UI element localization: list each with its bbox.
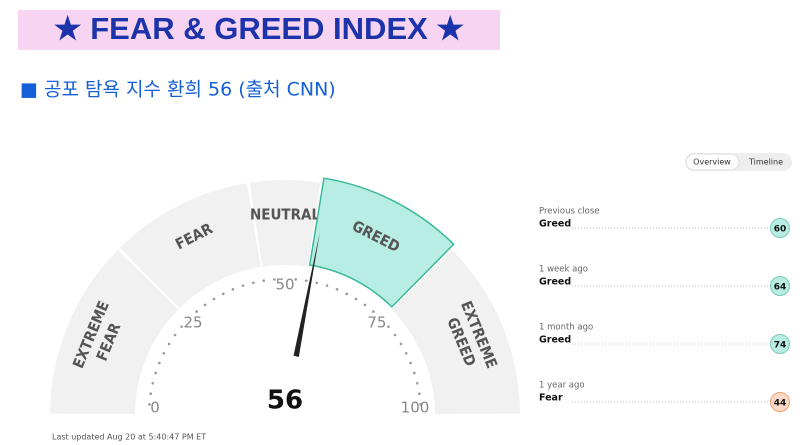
gauge-dot bbox=[195, 310, 198, 313]
gauge-dot bbox=[241, 284, 245, 287]
title: ★ FEAR & GREED INDEX ★ bbox=[54, 11, 465, 46]
gauge-dot bbox=[148, 403, 151, 406]
gauge-dot bbox=[413, 371, 416, 375]
history-period: 1 year ago bbox=[539, 381, 585, 391]
gauge-dot bbox=[231, 288, 235, 291]
gauge-dot bbox=[203, 303, 207, 307]
history-badge bbox=[770, 276, 790, 296]
history-rating: Fear bbox=[539, 393, 563, 404]
gauge-dot bbox=[294, 278, 297, 281]
tick-label: 50 bbox=[275, 276, 294, 294]
gauge-dot bbox=[262, 279, 266, 282]
gauge-band bbox=[50, 249, 179, 415]
gauge-dot bbox=[154, 371, 157, 375]
gauge-dot bbox=[149, 392, 152, 396]
gauge-dot bbox=[173, 333, 177, 337]
history-value: 44 bbox=[774, 399, 787, 409]
gauge-band bbox=[391, 249, 520, 415]
history-period: 1 week ago bbox=[539, 265, 588, 275]
gauge-dot bbox=[151, 381, 155, 385]
history-rating: Greed bbox=[539, 277, 571, 288]
history-badge bbox=[770, 218, 790, 238]
tick-label: 25 bbox=[184, 314, 203, 332]
gauge-dot bbox=[221, 292, 225, 296]
gauge-band bbox=[249, 180, 321, 267]
gauge-dot bbox=[409, 361, 412, 365]
history-badge bbox=[770, 334, 790, 354]
gauge-dot bbox=[345, 292, 349, 296]
gauge-dot bbox=[315, 281, 319, 285]
gauge-dot bbox=[273, 278, 276, 281]
gauge-value: 56 bbox=[267, 386, 303, 416]
band-label: NEUTRAL bbox=[250, 206, 321, 224]
gauge-dot bbox=[363, 303, 367, 307]
gauge-dot bbox=[418, 392, 421, 396]
needle-hub bbox=[237, 355, 333, 445]
tick-label: 0 bbox=[150, 399, 160, 417]
gauge-dot bbox=[162, 351, 166, 355]
gauge-dot bbox=[354, 297, 358, 301]
gauge-dot bbox=[335, 288, 339, 291]
gauge-band bbox=[119, 183, 261, 309]
gauge-dot bbox=[415, 381, 419, 385]
footnote: Last updated Aug 20 at 5:40:47 PM ET bbox=[52, 433, 206, 442]
gauge-dot bbox=[212, 297, 216, 301]
gauge-dot bbox=[372, 310, 375, 313]
tab[interactable]: Overview bbox=[693, 158, 731, 167]
history-value: 64 bbox=[774, 283, 787, 293]
history-period: Previous close bbox=[539, 207, 600, 217]
gauge-dot bbox=[167, 342, 171, 346]
title-bg bbox=[18, 10, 500, 50]
history-rating: Greed bbox=[539, 335, 571, 346]
gauge-dot bbox=[304, 279, 308, 282]
history-rating: Greed bbox=[539, 219, 571, 230]
gauge-dot bbox=[393, 333, 397, 337]
subtitle: ■ 공포 탐욕 지수 환희 56 (출처 CNN) bbox=[20, 79, 336, 101]
tab[interactable]: Timeline bbox=[748, 158, 783, 167]
gauge-dot bbox=[419, 403, 422, 406]
gauge-dot bbox=[399, 342, 403, 346]
gauge-dot bbox=[325, 284, 329, 287]
tick-label: 75 bbox=[367, 314, 386, 332]
tab-active-bg bbox=[685, 153, 740, 171]
gauge-band bbox=[308, 177, 455, 308]
gauge-dot bbox=[158, 361, 161, 365]
gauge-dot bbox=[404, 351, 408, 355]
tick-label: 100 bbox=[401, 399, 430, 417]
history-value: 60 bbox=[774, 225, 787, 235]
history-value: 74 bbox=[774, 341, 787, 351]
history-badge bbox=[770, 392, 790, 412]
gauge-dot bbox=[180, 325, 183, 328]
history-period: 1 month ago bbox=[539, 323, 593, 333]
gauge-dot bbox=[387, 325, 390, 328]
gauge-dot bbox=[251, 281, 255, 285]
